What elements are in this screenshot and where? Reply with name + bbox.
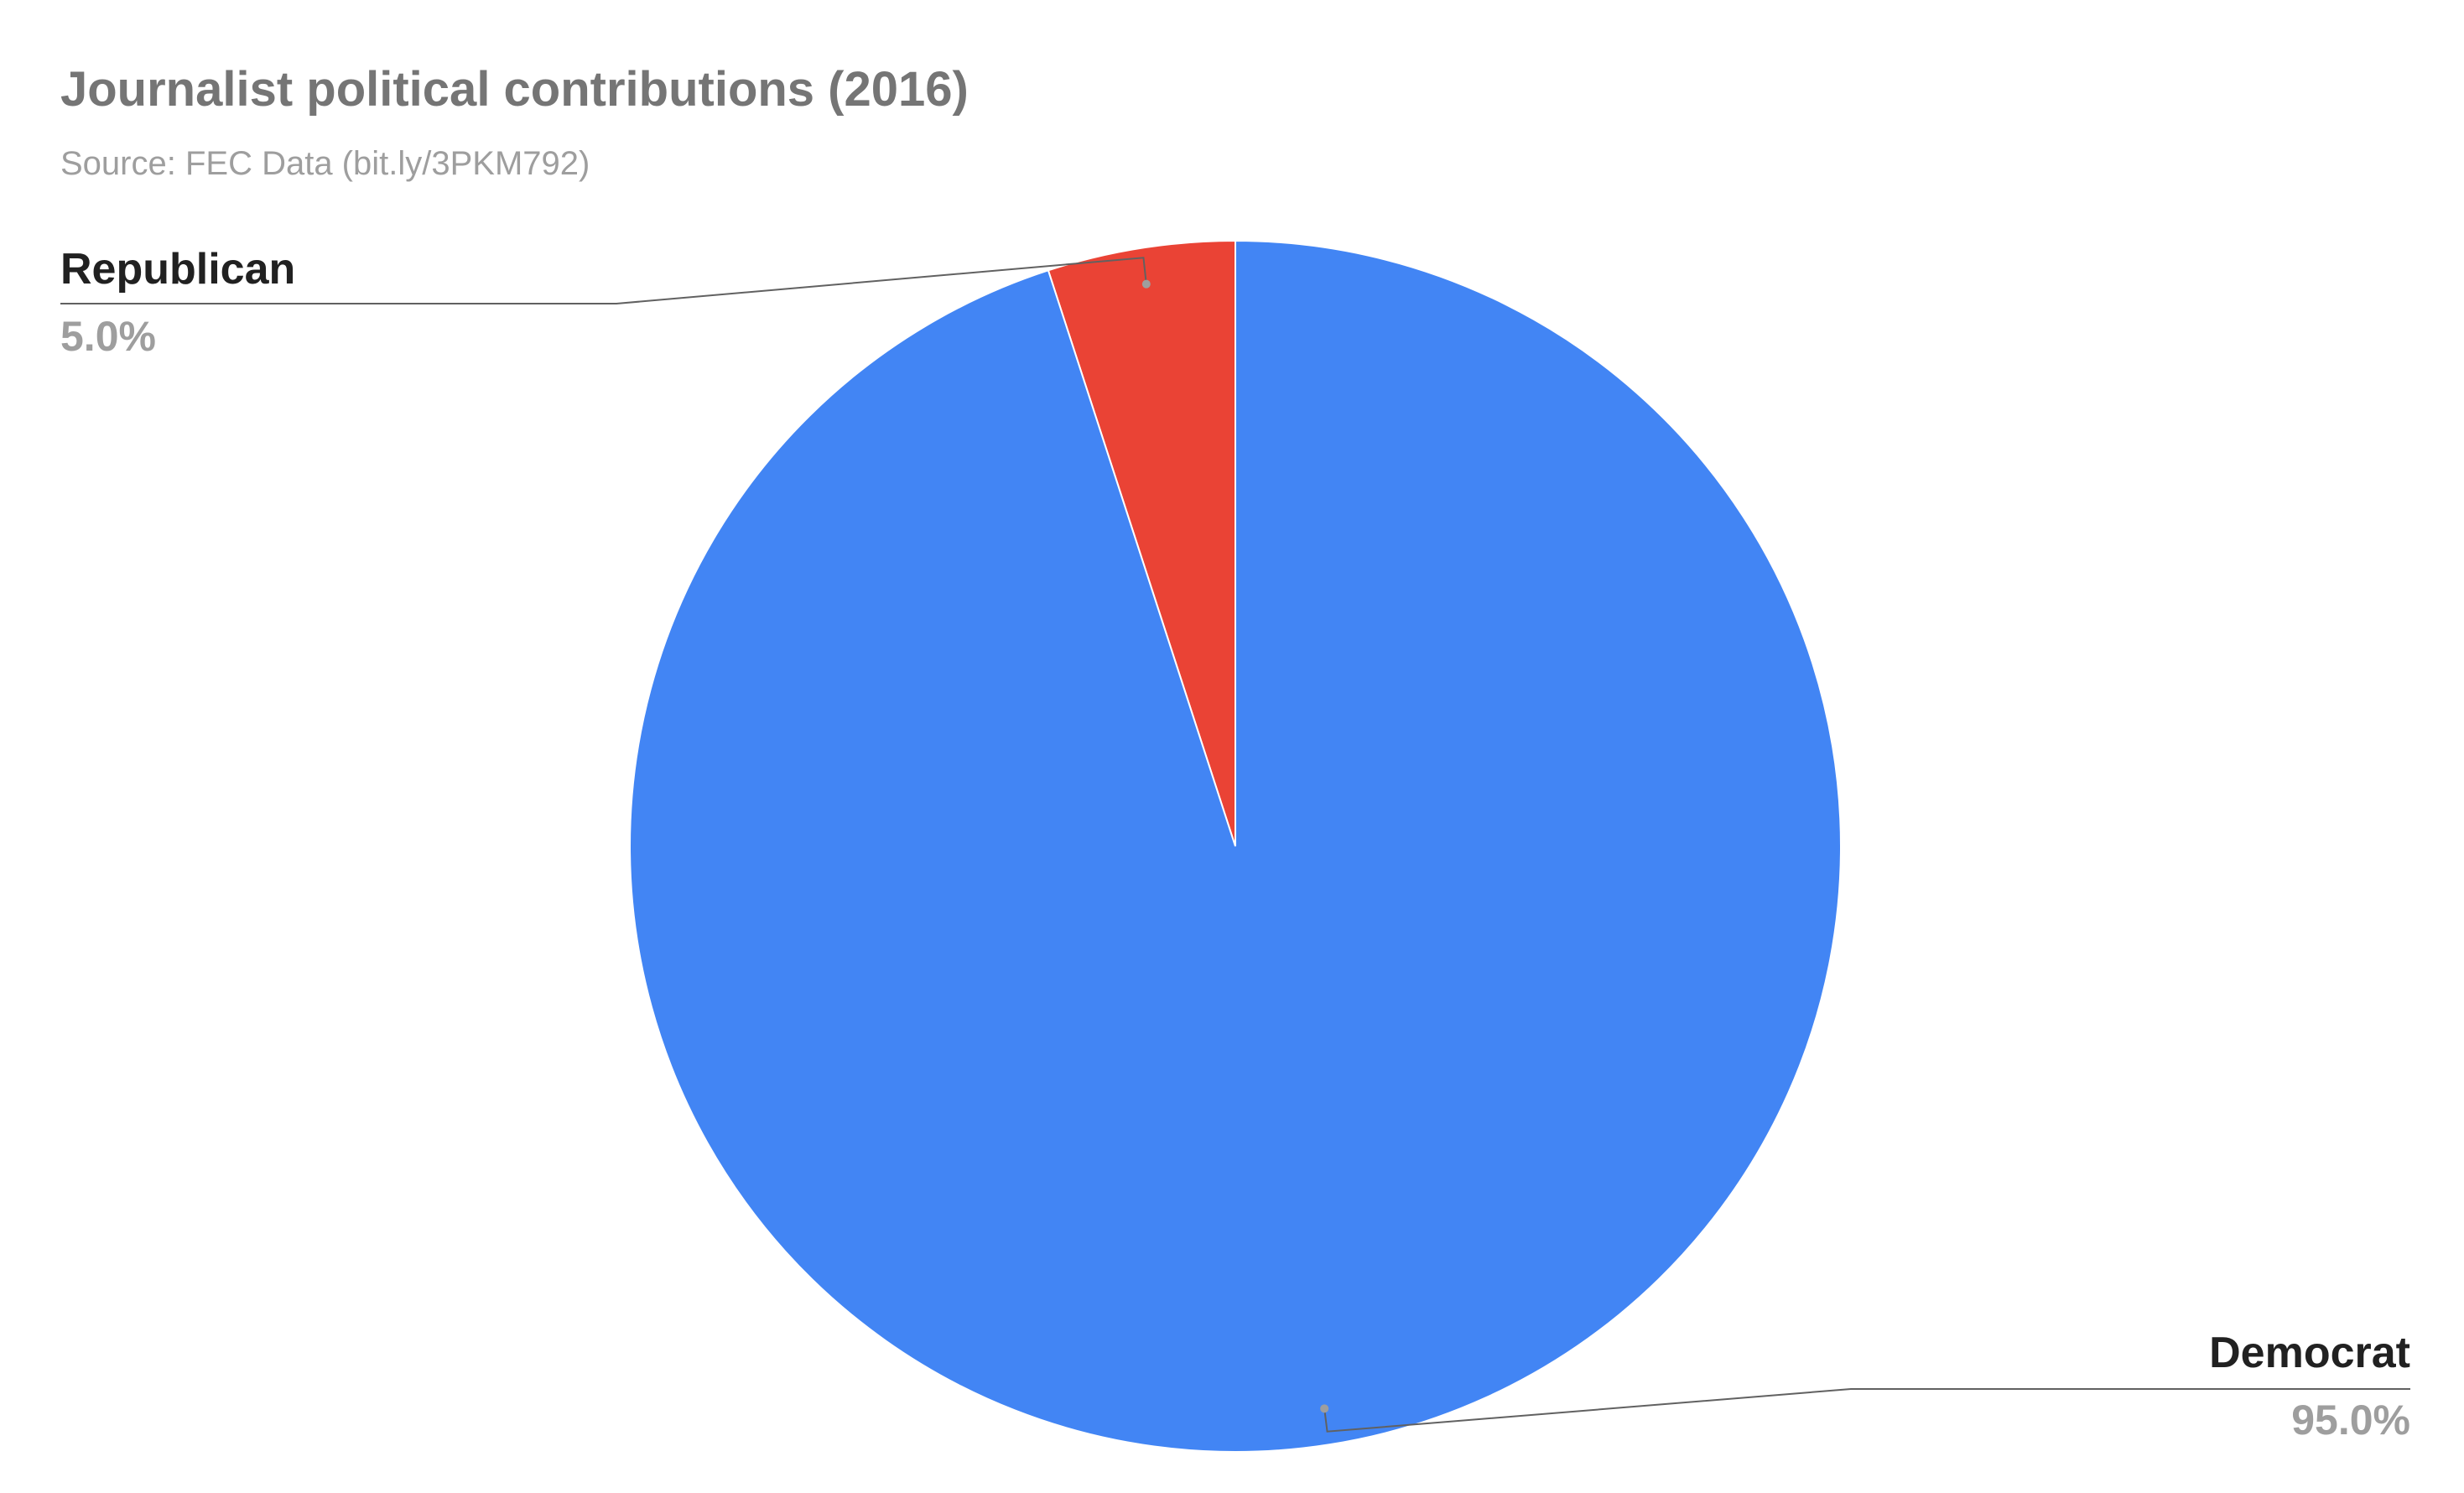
leader-line bbox=[1323, 1388, 2410, 1433]
chart-title: Journalist political contributions (2016… bbox=[60, 62, 969, 117]
leader-dot bbox=[1320, 1404, 1329, 1413]
slice-label: Republican bbox=[60, 245, 295, 294]
slice-label: Democrat bbox=[2209, 1329, 2410, 1377]
pie-slice bbox=[629, 239, 1842, 1453]
slice-value-label: 5.0% bbox=[60, 313, 156, 360]
leader-line bbox=[60, 257, 1147, 304]
leader-dot bbox=[1141, 279, 1151, 289]
slice-value-label: 95.0% bbox=[2291, 1397, 2410, 1444]
chart-subtitle: Source: FEC Data (bit.ly/3PKM792) bbox=[60, 145, 590, 182]
pie-slice bbox=[1047, 239, 1236, 847]
